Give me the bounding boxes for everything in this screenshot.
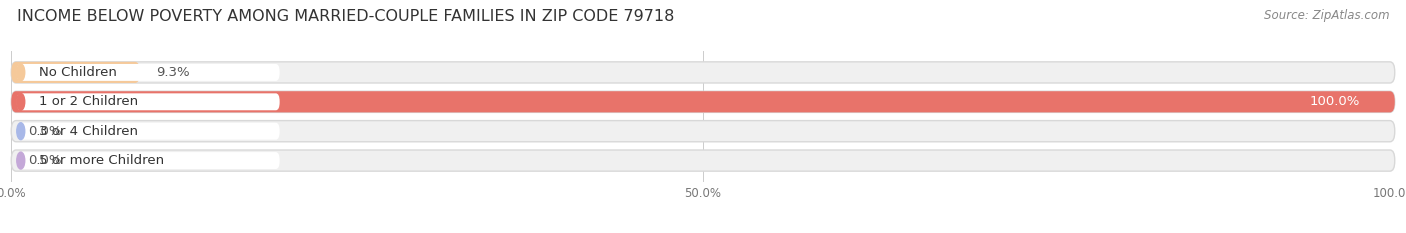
- FancyBboxPatch shape: [11, 91, 1395, 112]
- FancyBboxPatch shape: [17, 64, 280, 81]
- FancyBboxPatch shape: [17, 152, 280, 169]
- Text: 5 or more Children: 5 or more Children: [38, 154, 163, 167]
- Text: 9.3%: 9.3%: [156, 66, 190, 79]
- FancyBboxPatch shape: [11, 62, 1395, 83]
- Text: 100.0%: 100.0%: [1310, 95, 1360, 108]
- Text: 0.0%: 0.0%: [28, 154, 62, 167]
- Circle shape: [17, 123, 25, 140]
- FancyBboxPatch shape: [17, 123, 280, 140]
- Text: INCOME BELOW POVERTY AMONG MARRIED-COUPLE FAMILIES IN ZIP CODE 79718: INCOME BELOW POVERTY AMONG MARRIED-COUPL…: [17, 9, 675, 24]
- FancyBboxPatch shape: [11, 91, 1395, 112]
- Circle shape: [17, 64, 25, 81]
- FancyBboxPatch shape: [11, 150, 1395, 171]
- Text: No Children: No Children: [38, 66, 117, 79]
- FancyBboxPatch shape: [17, 93, 280, 110]
- FancyBboxPatch shape: [11, 121, 1395, 142]
- Text: 1 or 2 Children: 1 or 2 Children: [38, 95, 138, 108]
- Circle shape: [17, 152, 25, 169]
- Circle shape: [17, 93, 25, 110]
- Text: Source: ZipAtlas.com: Source: ZipAtlas.com: [1264, 9, 1389, 22]
- FancyBboxPatch shape: [11, 62, 141, 83]
- Text: 3 or 4 Children: 3 or 4 Children: [38, 125, 138, 138]
- Text: 0.0%: 0.0%: [28, 125, 62, 138]
